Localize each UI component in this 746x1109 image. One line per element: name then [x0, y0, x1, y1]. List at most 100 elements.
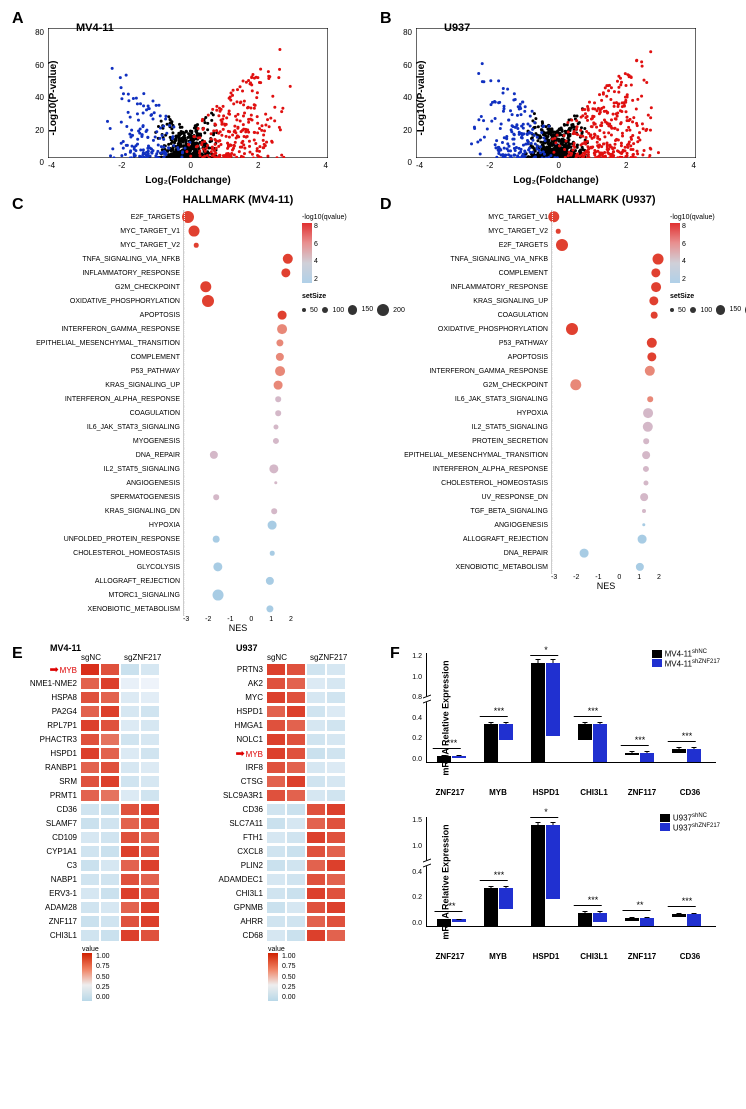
heat-cell [140, 691, 160, 704]
heat-cell [80, 719, 100, 732]
heat-cell [80, 859, 100, 872]
dot-point [653, 254, 664, 265]
heat-cell [286, 705, 306, 718]
gene-label: ZNF117 [49, 917, 77, 926]
heat-cell [100, 817, 120, 830]
heat-cell [80, 817, 100, 830]
gene-label: GPNMB [234, 903, 263, 912]
gene-label: HSPA8 [51, 693, 77, 702]
heat-cell [80, 747, 100, 760]
bar [484, 888, 498, 926]
heat-cell [100, 677, 120, 690]
pathway-label: TNFA_SIGNALING_VIA_NFKB [376, 256, 551, 263]
heat-cell [266, 691, 286, 704]
heat-cell [80, 915, 100, 928]
color-legend-title: -log10(qvalue) [302, 214, 370, 221]
dotplot-c-legend: -log10(qvalue) 8642 setSize 50100150200 [302, 214, 370, 320]
heat-cell [286, 691, 306, 704]
heat-cell [100, 845, 120, 858]
bar [437, 756, 451, 762]
heat-cell [326, 775, 346, 788]
bar [437, 919, 451, 926]
heat-cell [140, 789, 160, 802]
bar [531, 825, 545, 926]
dotplot-d-xaxis: -3-2-1012 [551, 574, 661, 581]
heat-cell [266, 929, 286, 942]
gene-label: PA2G4 [52, 707, 77, 716]
dot-point [556, 239, 568, 251]
dot-point [580, 549, 589, 558]
barchart-f1-yticks: 1.21.00.80.40.20.0 [408, 653, 422, 763]
bar [499, 888, 513, 908]
heatmap-e2-title: U937 [236, 643, 376, 653]
pathway-label: HYPOXIA [376, 410, 551, 417]
pathway-label: DNA_REPAIR [376, 550, 551, 557]
pathway-label: KRAS_SIGNALING_DN [8, 508, 183, 515]
pathway-label: ALLOGRAFT_REJECTION [8, 578, 183, 585]
barchart-f2-xlabels: ZNF217MYBHSPD1CHI3L1ZNF117CD36 [426, 952, 716, 961]
heat-cell [306, 677, 326, 690]
heat-cell [120, 775, 140, 788]
pathway-label: MYC_TARGET_V1 [376, 214, 551, 221]
heat-cell [326, 761, 346, 774]
significance-label: *** [588, 895, 599, 905]
pathway-label: MYOGENESIS [8, 438, 183, 445]
dot-point [647, 352, 656, 361]
bar [484, 724, 498, 762]
heatmap-e2-cols: sgNCsgZNF217 [266, 653, 376, 662]
heat-cell [326, 803, 346, 816]
heat-cell [266, 873, 286, 886]
heat-cell [326, 705, 346, 718]
gene-label: NABP1 [51, 875, 77, 884]
heat-cell [100, 747, 120, 760]
gene-label: CHI3L1 [236, 889, 263, 898]
bar [625, 753, 639, 756]
dot-point [266, 577, 274, 585]
barchart-f2-yticks: 1.51.00.40.20.0 [408, 817, 422, 927]
heat-cell [326, 817, 346, 830]
dotplot-d-title: HALLMARK (U937) [476, 194, 736, 206]
gene-label: MYC [245, 693, 263, 702]
heat-cell [266, 705, 286, 718]
heat-cell [120, 915, 140, 928]
gene-label: NOLC1 [236, 735, 263, 744]
heat-cell [266, 747, 286, 760]
size-legend-items: 50100150200 [670, 302, 738, 318]
legend-swatch-icon [660, 814, 670, 822]
heat-cell [120, 747, 140, 760]
bar [687, 749, 701, 762]
dot-point [213, 590, 224, 601]
heat-cell [120, 845, 140, 858]
bar [640, 918, 654, 926]
gene-label: PRMT1 [50, 791, 77, 800]
pathway-label: COMPLEMENT [8, 354, 183, 361]
dotplot-d-xlabel: NES [551, 581, 661, 591]
gene-label: ADAMDEC1 [219, 875, 263, 884]
barchart-f2: mRNA Relative Expression 1.51.00.40.20.0… [386, 807, 726, 957]
heat-cell [100, 691, 120, 704]
dot-point [643, 408, 653, 418]
heat-cell [326, 733, 346, 746]
arrow-icon: ➡ [235, 748, 244, 760]
dot-point [274, 481, 277, 484]
heat-cell [306, 719, 326, 732]
heatmap-e1-body: ➡MYBNME1-NME2HSPA8PA2G4RPL7P1PHACTR3HSPD… [20, 662, 190, 942]
heat-cell [326, 831, 346, 844]
heat-cell [80, 733, 100, 746]
legend-f2-kd: U937shZNF217 [673, 823, 720, 833]
heat-cell [120, 789, 140, 802]
gene-label: CYP1A1 [46, 847, 77, 856]
heat-cell [120, 803, 140, 816]
gene-label: SRM [59, 777, 77, 786]
bar [578, 913, 592, 926]
heatmap-e1-cols: sgNCsgZNF217 [80, 653, 190, 662]
gene-label: HMGA1 [235, 721, 263, 730]
dotplot-d: HALLMARK (U937) MYC_TARGET_V1MYC_TARGET_… [376, 194, 736, 591]
dot-point [642, 523, 645, 526]
pathway-label: EPITHELIAL_MESENCHYMAL_TRANSITION [376, 452, 551, 459]
volcano-a-xticks: -4-2024 [48, 161, 328, 170]
gene-label: IRF8 [246, 763, 263, 772]
heat-cell [286, 789, 306, 802]
significance-label: * [544, 807, 548, 817]
pathway-label: G2M_CHECKPOINT [8, 284, 183, 291]
